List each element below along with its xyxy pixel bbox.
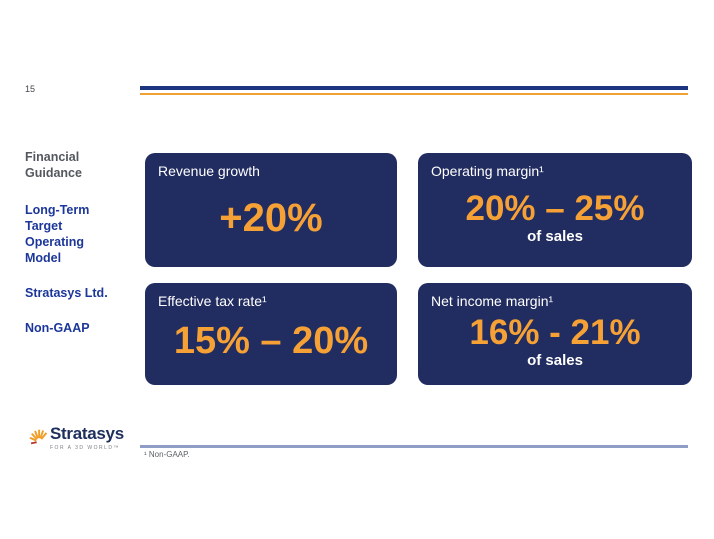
card-revenue-growth-value: +20% (219, 196, 323, 240)
card-net-income-margin-subtext: of sales (527, 351, 583, 369)
card-operating-margin: Operating margin¹ 20% – 25% of sales (418, 153, 692, 267)
sidebar-item-long-term-target-operating-model: Long-Term Target Operating Model (25, 203, 90, 265)
card-operating-margin-value: 20% – 25% (465, 189, 645, 228)
logo-wordmark: Stratasys (50, 424, 124, 443)
card-effective-tax-rate-title: Effective tax rate¹ (158, 293, 267, 309)
card-revenue-growth-title: Revenue growth (158, 163, 260, 179)
sidebar: Financial Guidance Long-Term Target Oper… (25, 149, 139, 336)
page-number: 15 (25, 84, 36, 94)
card-net-income-margin-title: Net income margin¹ (431, 293, 554, 309)
card-operating-margin-title: Operating margin¹ (431, 163, 544, 179)
card-net-income-margin: Net income margin¹ 16% - 21% of sales (418, 283, 692, 385)
logo-sunburst-icon (29, 429, 48, 445)
card-effective-tax-rate-value: 15% – 20% (173, 320, 369, 363)
sidebar-item-stratasys-ltd: Stratasys Ltd. (25, 286, 108, 300)
sidebar-item-non-gaap: Non-GAAP (25, 321, 90, 335)
card-net-income-margin-value: 16% - 21% (469, 313, 641, 352)
stratasys-logo: Stratasys FOR A 3D WORLD™ (27, 421, 124, 451)
card-operating-margin-subtext: of sales (527, 227, 583, 245)
card-effective-tax-rate: Effective tax rate¹ 15% – 20% (145, 283, 397, 385)
footer-rule (140, 445, 688, 448)
card-revenue-growth: Revenue growth +20% (145, 153, 397, 267)
top-rule (140, 86, 688, 95)
logo-tagline: FOR A 3D WORLD™ (50, 444, 121, 451)
footnote-non-gaap: ¹ Non-GAAP. (144, 450, 190, 459)
top-rule-navy-line (140, 86, 688, 90)
top-rule-orange-line (140, 93, 688, 95)
sidebar-title-financial-guidance: Financial Guidance (25, 150, 82, 180)
